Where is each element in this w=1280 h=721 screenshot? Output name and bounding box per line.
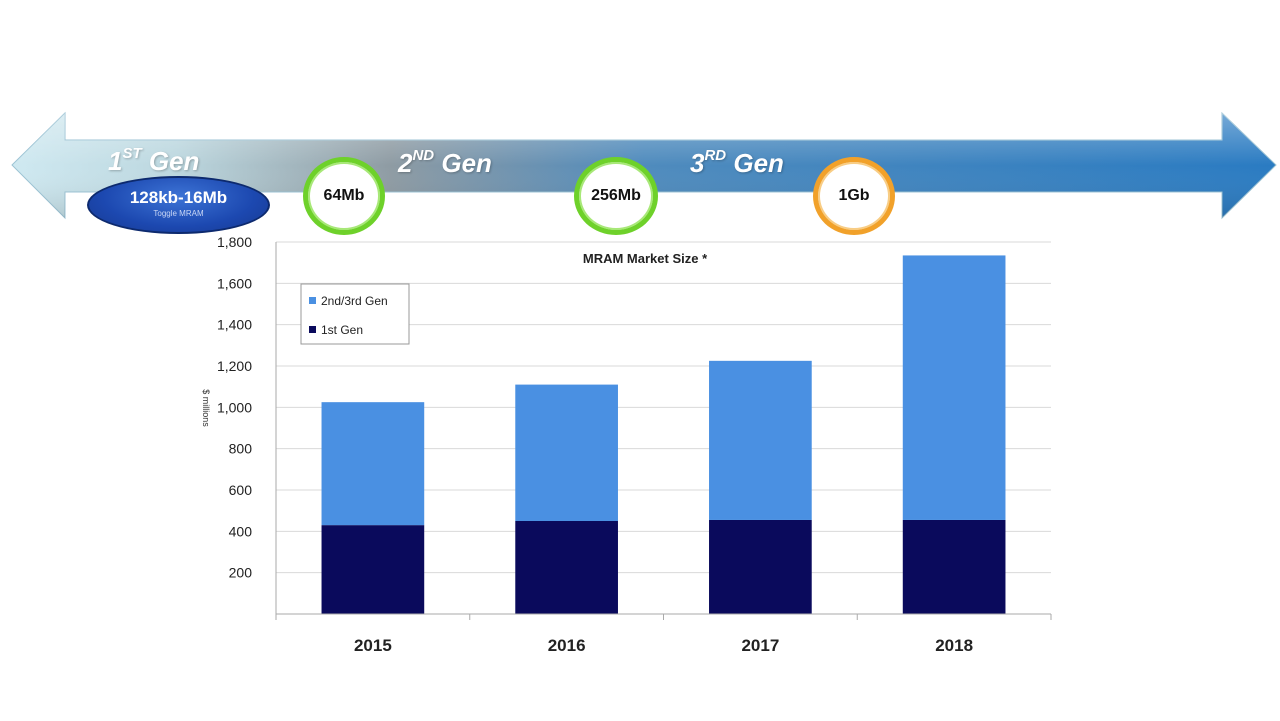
bar-1st-gen-2015: [321, 525, 425, 614]
capacity-badge-64mb: 64Mb: [303, 157, 385, 235]
capacity-badge-256mb: 256Mb: [574, 157, 658, 235]
legend-swatch-1st-gen: [309, 326, 316, 333]
bar-1st-gen-2017: [709, 519, 812, 614]
first-gen-capacity-badge: 128kb-16Mb Toggle MRAM: [87, 176, 270, 234]
x-tick-label-2015: 2015: [354, 636, 392, 655]
legend: 2nd/3rd Gen 1st Gen: [300, 283, 410, 345]
gen-label-third: 3RD Gen: [690, 147, 784, 178]
x-tick-label-2016: 2016: [548, 636, 586, 655]
legend-label-2nd-3rd-gen: 2nd/3rd Gen: [321, 294, 388, 308]
y-tick-label: 1,800: [217, 234, 252, 250]
bar-2nd-3rd-gen-2015: [321, 402, 425, 526]
gen-label-first: 1ST Gen: [108, 145, 200, 176]
bar-2nd-3rd-gen-2017: [709, 360, 812, 520]
bar-2nd-3rd-gen-2016: [515, 384, 618, 521]
y-axis-label: $ millions: [201, 389, 211, 427]
y-tick-label: 200: [229, 565, 253, 581]
x-tick-label-2017: 2017: [741, 636, 779, 655]
y-tick-label: 400: [229, 523, 253, 539]
y-tick-label: 1,600: [217, 275, 252, 291]
first-gen-capacity: 128kb-16Mb: [129, 188, 228, 207]
bar-1st-gen-2018: [902, 519, 1006, 614]
chart-title: MRAM Market Size *: [583, 251, 708, 266]
y-tick-label: 1,400: [217, 317, 252, 333]
bar-1st-gen-2016: [515, 521, 618, 614]
legend-box: [300, 283, 410, 345]
capacity-badge-1gb: 1Gb: [813, 157, 895, 235]
gen-label-second: 2ND Gen: [398, 147, 492, 178]
legend-label-1st-gen: 1st Gen: [321, 323, 363, 337]
first-gen-type: Toggle MRAM: [153, 209, 204, 218]
y-tick-label: 1,200: [217, 358, 252, 374]
x-tick-label-2018: 2018: [935, 636, 973, 655]
y-tick-label: 1,000: [217, 399, 252, 415]
y-tick-label: 600: [229, 482, 253, 498]
legend-swatch-2nd-3rd-gen: [309, 297, 316, 304]
y-tick-label: 800: [229, 441, 253, 457]
bar-2nd-3rd-gen-2018: [902, 255, 1006, 520]
